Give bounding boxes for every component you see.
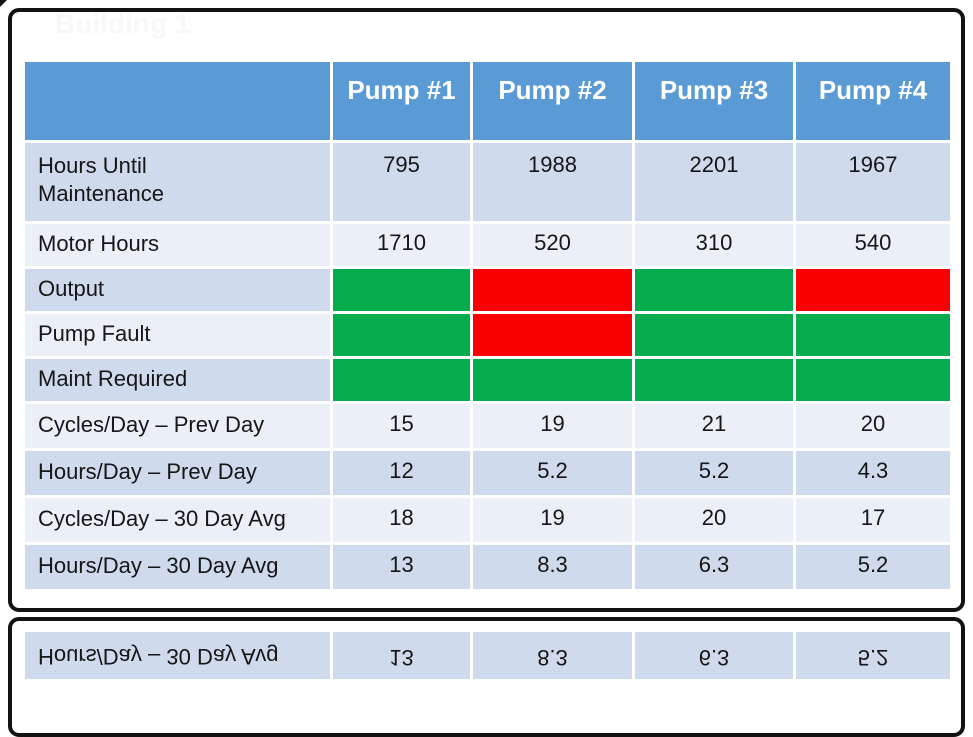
corner-header-cell	[25, 62, 330, 140]
status-cell	[635, 314, 793, 356]
value-cell: 5.2	[635, 451, 793, 495]
value-cell: 15	[333, 404, 470, 448]
value-cell: 13	[333, 632, 470, 679]
value-cell: 4.3	[796, 451, 950, 495]
status-cell	[635, 359, 793, 401]
row-label: Hours/Day – 30 Day Avg	[25, 545, 330, 589]
value-cell: 6.3	[635, 632, 793, 679]
row-label: Maint Required	[25, 359, 330, 401]
table-row-output: Output	[25, 269, 950, 311]
value-cell: 5.2	[796, 632, 950, 679]
table-row-pump-fault: Pump Fault	[25, 314, 950, 356]
row-label: Pump Fault	[25, 314, 330, 356]
status-cell	[796, 269, 950, 311]
pump-status-table: Pump #1 Pump #2 Pump #3 Pump #4 Hours Un…	[22, 59, 953, 592]
status-cell	[796, 359, 950, 401]
value-cell: 20	[796, 404, 950, 448]
window-corner-artifact	[0, 0, 7, 7]
value-cell: 795	[333, 143, 470, 221]
table-row-hours-until-maintenance: Hours Until Maintenance 795 1988 2201 19…	[25, 143, 950, 221]
status-cell	[796, 314, 950, 356]
value-cell: 19	[473, 498, 632, 542]
value-cell: 13	[333, 545, 470, 589]
table-row-cycles-30-day-avg: Cycles/Day – 30 Day Avg 18 19 20 17	[25, 498, 950, 542]
status-cell	[635, 269, 793, 311]
row-label: Cycles/Day – 30 Day Avg	[25, 498, 330, 542]
value-cell: 540	[796, 224, 950, 266]
value-cell: 19	[473, 404, 632, 448]
value-cell: 17	[796, 498, 950, 542]
column-header-pump4: Pump #4	[796, 62, 950, 140]
status-cell	[333, 314, 470, 356]
column-header-pump2: Pump #2	[473, 62, 632, 140]
value-cell: 12	[333, 451, 470, 495]
table-row-hours-prev-day: Hours/Day – Prev Day 12 5.2 5.2 4.3	[25, 451, 950, 495]
row-label: Motor Hours	[25, 224, 330, 266]
value-cell: 5.2	[796, 545, 950, 589]
value-cell: 8.3	[473, 632, 632, 679]
value-cell: 310	[635, 224, 793, 266]
value-cell: 18	[333, 498, 470, 542]
table-row-hours-30-day-avg: Hours/Day – 30 Day Avg 13 8.3 6.3 5.2	[25, 545, 950, 589]
status-cell	[333, 359, 470, 401]
main-window-frame	[8, 8, 965, 612]
row-label: Hours/Day – Prev Day	[25, 451, 330, 495]
value-cell: 21	[635, 404, 793, 448]
status-cell	[473, 314, 632, 356]
value-cell: 6.3	[635, 545, 793, 589]
table-row-motor-hours: Motor Hours 1710 520 310 540	[25, 224, 950, 266]
table-row-maint-required: Maint Required	[25, 359, 950, 401]
row-label: Cycles/Day – Prev Day	[25, 404, 330, 448]
row-label: Hours/Day – 30 Day Avg	[25, 632, 330, 679]
table-row-cycles-prev-day: Cycles/Day – Prev Day 15 19 21 20	[25, 404, 950, 448]
reflected-table-row: Hours/Day – 30 Day Avg 13 8.3 6.3 5.2	[22, 629, 953, 682]
column-header-pump1: Pump #1	[333, 62, 470, 140]
value-cell: 8.3	[473, 545, 632, 589]
status-cell	[473, 359, 632, 401]
slide-title: Building 1	[55, 8, 191, 39]
table-row-reflection: Hours/Day – 30 Day Avg 13 8.3 6.3 5.2	[25, 632, 950, 679]
column-header-pump3: Pump #3	[635, 62, 793, 140]
header-row: Pump #1 Pump #2 Pump #3 Pump #4	[25, 62, 950, 140]
value-cell: 2201	[635, 143, 793, 221]
value-cell: 1967	[796, 143, 950, 221]
status-cell	[473, 269, 632, 311]
value-cell: 20	[635, 498, 793, 542]
value-cell: 1988	[473, 143, 632, 221]
row-label: Output	[25, 269, 330, 311]
row-label: Hours Until Maintenance	[25, 143, 330, 221]
value-cell: 1710	[333, 224, 470, 266]
value-cell: 5.2	[473, 451, 632, 495]
value-cell: 520	[473, 224, 632, 266]
status-cell	[333, 269, 470, 311]
